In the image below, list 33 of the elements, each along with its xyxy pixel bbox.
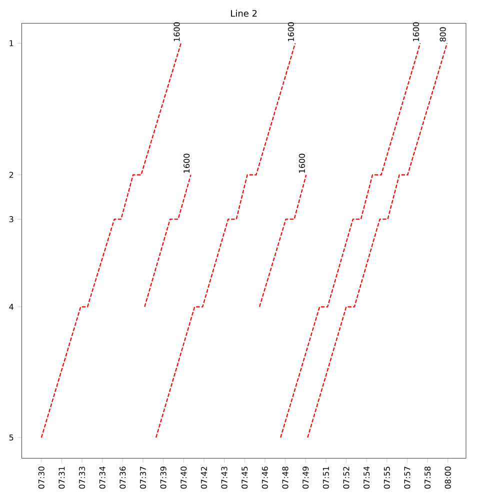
x-tick-label: 07:43 [221,466,228,489]
chart-title: Line 2 [231,10,257,17]
annotation: 1600 [288,22,294,42]
x-tick-label: 07:34 [99,466,106,489]
x-tick-label: 07:36 [120,466,126,489]
text: 3 [9,216,14,222]
x-tick-label: 07:57 [404,466,410,489]
text: 2 [9,172,14,178]
x-tick-label: 07:39 [160,466,166,489]
x-tick-label: 07:55 [384,466,390,489]
x-tick-label: 07:45 [242,466,248,489]
text: 5 [9,434,14,441]
x-tick-label: 07:33 [78,466,86,489]
text: 4 [9,304,14,310]
x-tick-label: 07:40 [180,466,187,489]
x-tick-label: 07:48 [282,466,288,489]
x-tick-label: 08:00 [444,466,451,489]
x-tick-label: 07:30 [38,466,44,489]
x-tick-label: 07:31 [58,466,65,489]
x-tick-label: 07:54 [364,466,370,489]
x-tick-label: 07:52 [343,466,350,489]
annotation: 1600 [298,154,305,173]
x-tick-label: 07:42 [200,466,207,489]
x-tick-label: 07:49 [302,466,309,489]
annotation: 1600 [174,22,180,42]
x-tick-label: 07:46 [262,466,268,489]
x-tick-label: 07:58 [424,466,431,489]
x-tick-label: 07:37 [140,466,146,489]
annotation: 1600 [184,154,190,173]
annotation: 1600 [412,22,420,42]
text: 1 [10,40,14,46]
x-tick-label: 07:51 [322,466,329,489]
annotation: 800 [440,27,446,42]
